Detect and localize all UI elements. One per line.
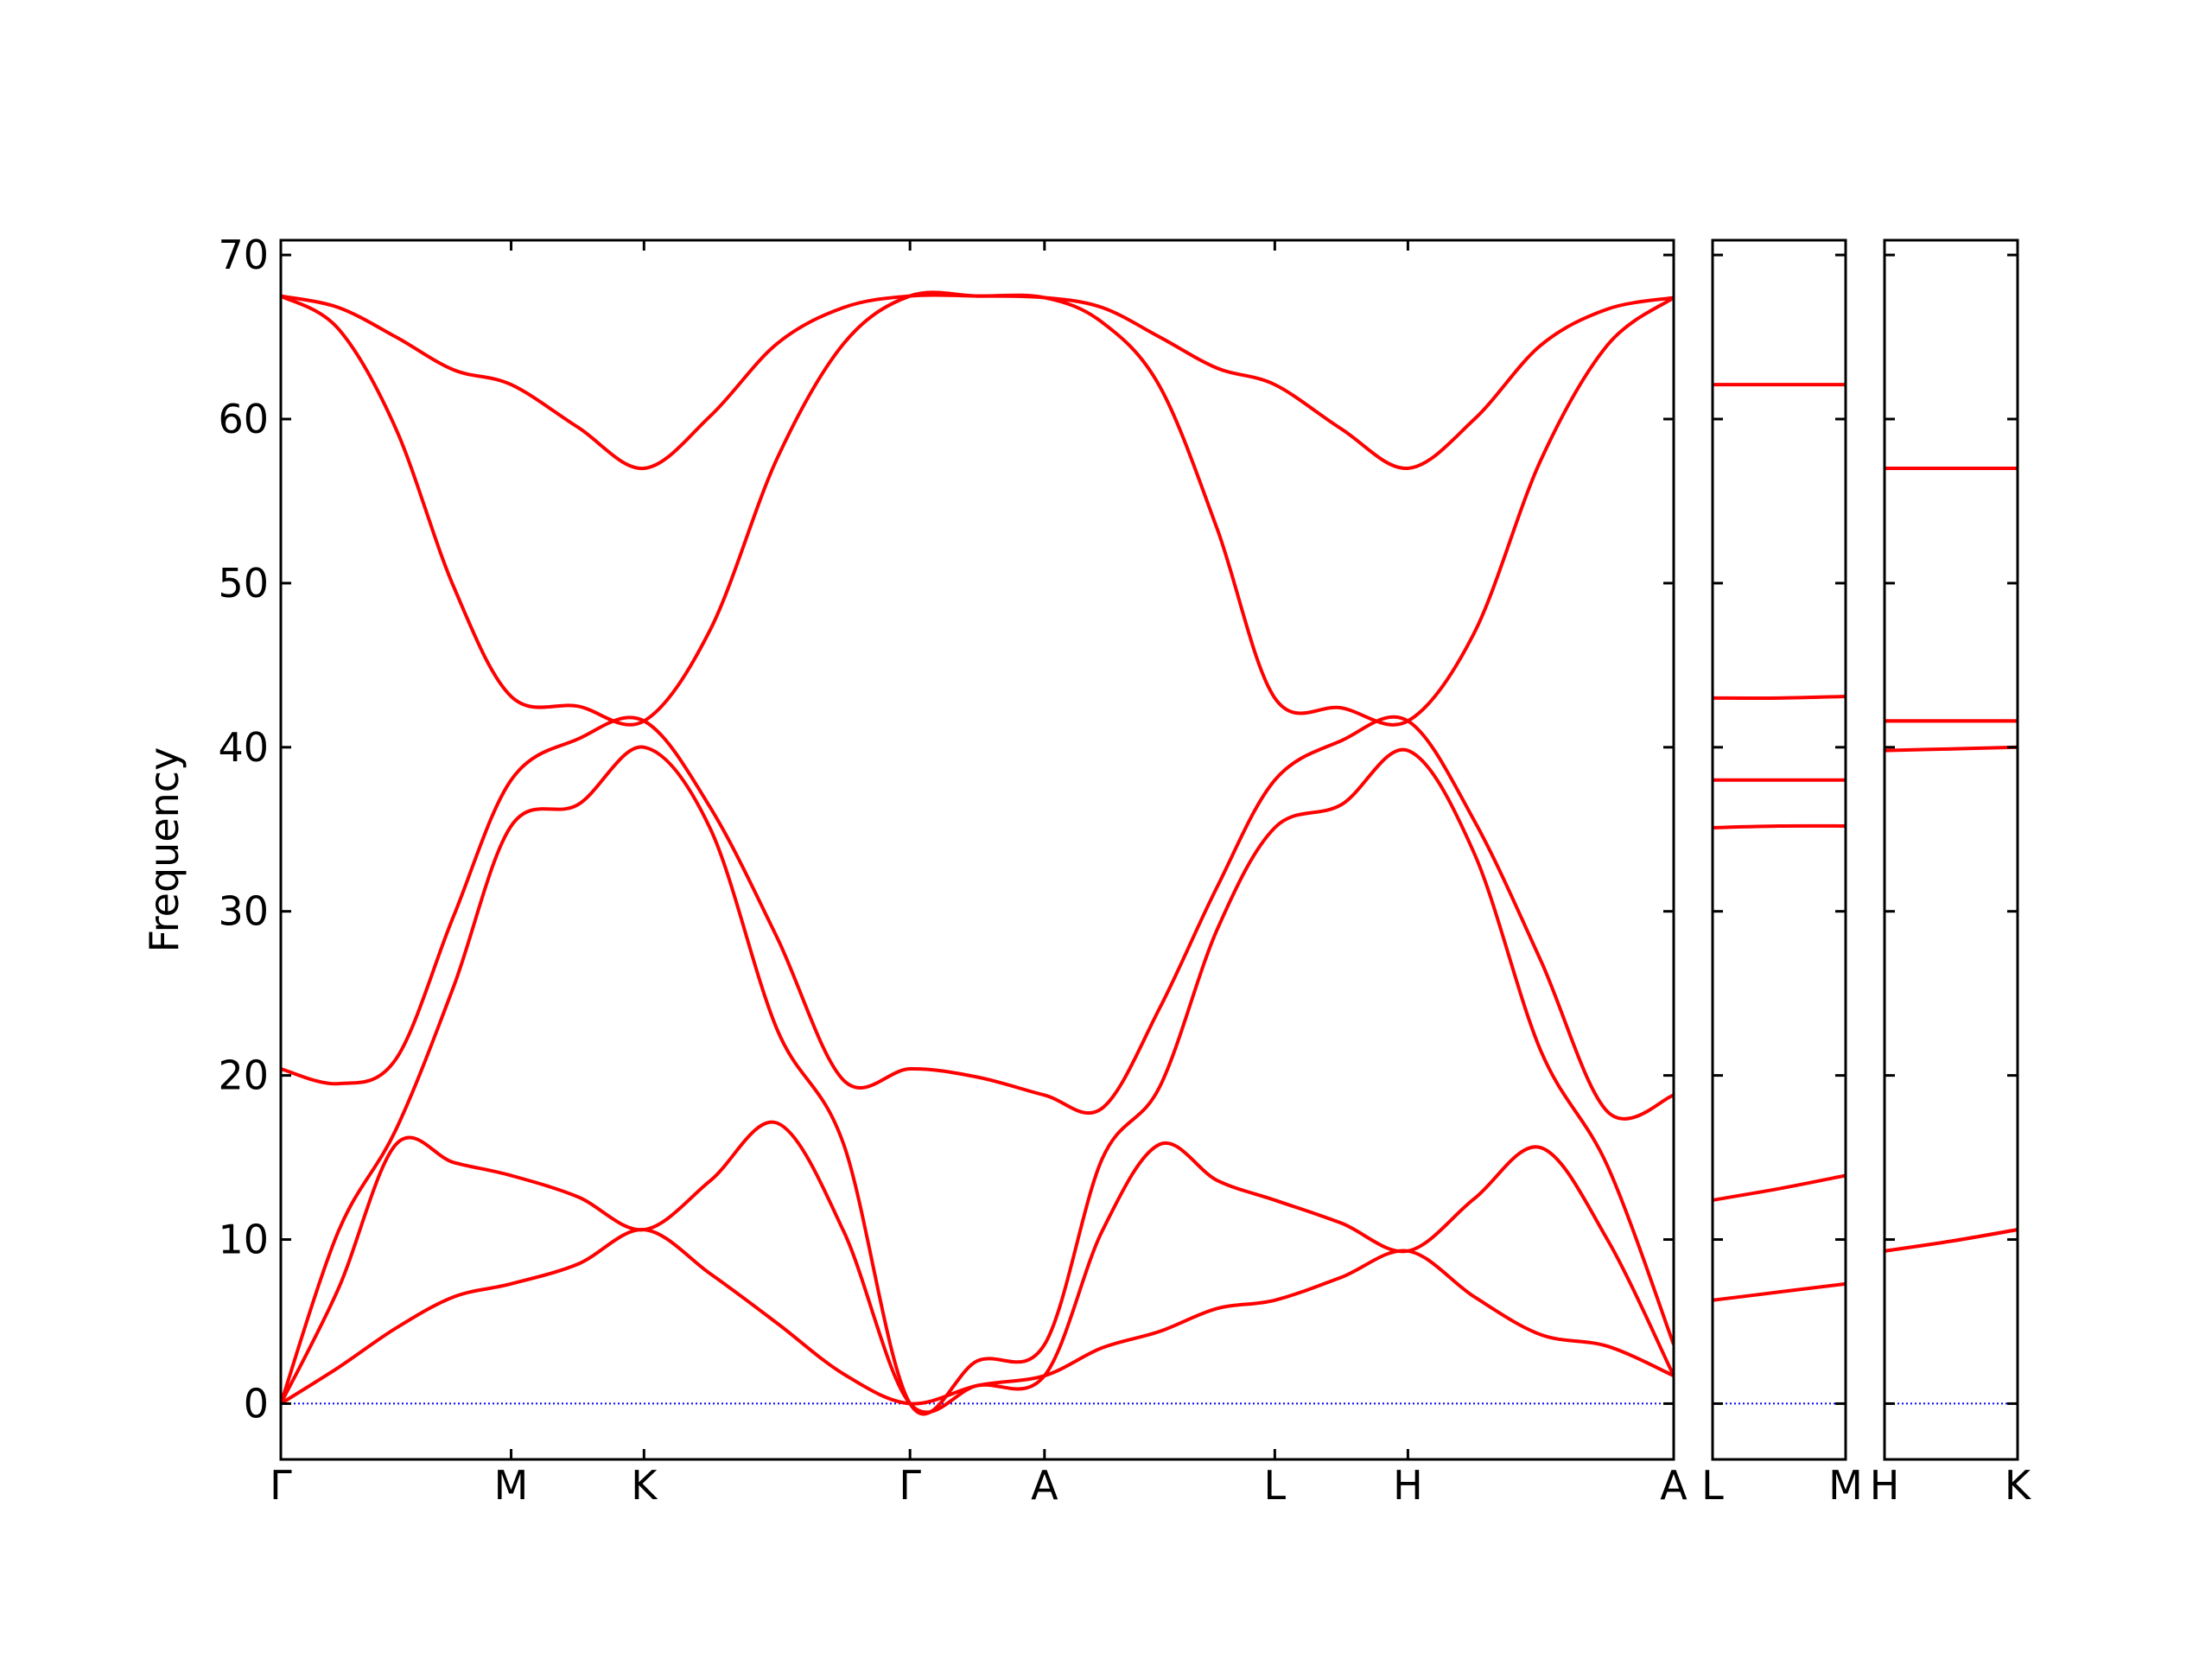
axes-frame	[1711, 238, 1847, 1461]
band-line	[1713, 1173, 1846, 1202]
y-tick-label: 30	[218, 888, 269, 935]
plot-area	[1713, 383, 1846, 1405]
axes-frame	[279, 238, 1675, 1461]
x-tick-label: K	[2005, 1462, 2032, 1509]
x-tick-label: M	[494, 1462, 529, 1509]
band-line	[1713, 823, 1846, 830]
x-tick-label: A	[1031, 1462, 1058, 1509]
band-line	[1885, 1228, 2018, 1253]
x-tick-label: K	[631, 1462, 658, 1509]
band-line	[1713, 1281, 1846, 1302]
axes-frame	[1883, 238, 2019, 1461]
y-tick-label: 40	[218, 724, 269, 771]
x-tick-label: Γ	[270, 1462, 292, 1509]
y-tick-label: 60	[218, 396, 269, 442]
y-axis-label: Frequency	[141, 747, 188, 953]
y-tick-label: 20	[218, 1052, 269, 1099]
band-line	[281, 1120, 1674, 1414]
plot-area	[1885, 466, 2018, 1405]
band-line	[281, 715, 1674, 1121]
band-line	[281, 745, 1674, 1416]
y-tick-label: 10	[218, 1217, 269, 1263]
band-line	[1885, 745, 2018, 753]
x-tick-label: L	[1264, 1462, 1287, 1509]
y-tick-label: 0	[244, 1380, 269, 1427]
band-line	[281, 1228, 1674, 1406]
x-tick-label: H	[1870, 1462, 1900, 1509]
x-tick-label: Γ	[899, 1462, 921, 1509]
y-tick-label: 70	[218, 232, 269, 278]
x-tick-label: L	[1701, 1462, 1724, 1509]
band-line	[281, 293, 1674, 470]
band-line	[1713, 694, 1846, 700]
y-tick-label: 50	[218, 560, 269, 607]
x-tick-label: H	[1393, 1462, 1423, 1509]
band-line	[281, 290, 1674, 727]
x-tick-label: M	[1828, 1462, 1863, 1509]
x-tick-label: A	[1660, 1462, 1688, 1509]
plot-area	[281, 290, 1674, 1416]
